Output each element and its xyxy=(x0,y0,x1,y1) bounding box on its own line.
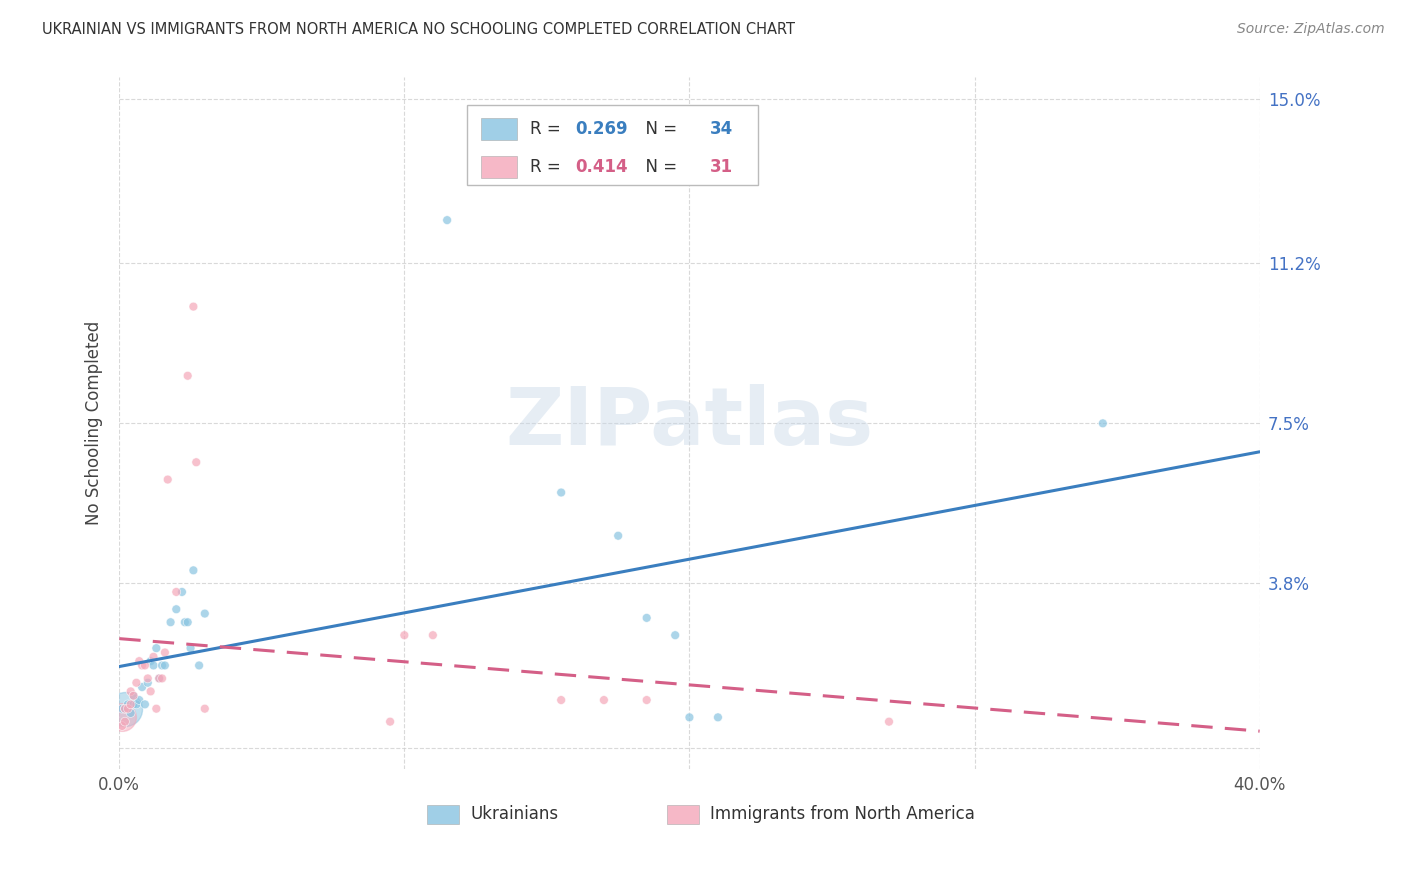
Point xyxy=(131,680,153,694)
Text: R =: R = xyxy=(530,158,565,176)
Point xyxy=(145,701,167,715)
Point xyxy=(877,714,900,729)
Text: 0.414: 0.414 xyxy=(575,158,628,176)
Point xyxy=(165,602,187,616)
Bar xyxy=(666,805,699,824)
Point xyxy=(128,654,150,668)
Text: UKRAINIAN VS IMMIGRANTS FROM NORTH AMERICA NO SCHOOLING COMPLETED CORRELATION CH: UKRAINIAN VS IMMIGRANTS FROM NORTH AMERI… xyxy=(42,22,796,37)
Point xyxy=(134,658,156,673)
Point xyxy=(120,684,142,698)
Point xyxy=(122,689,145,703)
Point xyxy=(173,615,195,630)
Point xyxy=(148,672,170,686)
Y-axis label: No Schooling Completed: No Schooling Completed xyxy=(86,321,103,525)
Point xyxy=(134,698,156,712)
Point xyxy=(664,628,686,642)
Point xyxy=(122,689,145,703)
Point xyxy=(636,611,658,625)
Point xyxy=(436,213,458,227)
Point xyxy=(153,645,176,659)
Point xyxy=(136,672,159,686)
Point xyxy=(550,485,572,500)
Bar xyxy=(467,105,758,185)
Point xyxy=(394,628,416,642)
Point xyxy=(117,701,139,715)
Text: Ukrainians: Ukrainians xyxy=(471,805,558,823)
Point xyxy=(150,672,173,686)
Point xyxy=(176,368,198,383)
Point xyxy=(136,675,159,690)
Point xyxy=(120,698,142,712)
Point xyxy=(183,300,205,314)
Point xyxy=(125,675,148,690)
Point xyxy=(153,658,176,673)
Point xyxy=(170,585,193,599)
Text: ZIPatlas: ZIPatlas xyxy=(505,384,873,462)
Text: 34: 34 xyxy=(710,120,733,138)
Point xyxy=(125,698,148,712)
Point xyxy=(707,710,730,724)
Point xyxy=(593,693,616,707)
Point xyxy=(131,658,153,673)
Text: N =: N = xyxy=(634,158,682,176)
Point xyxy=(194,701,217,715)
Point xyxy=(156,473,179,487)
Point xyxy=(180,641,202,656)
Point xyxy=(165,585,187,599)
Point xyxy=(176,615,198,630)
Point xyxy=(188,658,211,673)
Point xyxy=(607,529,630,543)
Bar xyxy=(481,156,517,178)
Point xyxy=(111,710,134,724)
Point xyxy=(114,701,136,715)
Point xyxy=(378,714,401,729)
Point xyxy=(183,563,205,577)
Text: R =: R = xyxy=(530,120,565,138)
Point xyxy=(114,701,136,715)
Text: Immigrants from North America: Immigrants from North America xyxy=(710,805,974,823)
Point xyxy=(111,701,134,715)
Point xyxy=(114,701,136,715)
Point xyxy=(142,649,165,664)
Point xyxy=(422,628,444,642)
Point xyxy=(678,710,700,724)
Point xyxy=(122,698,145,712)
Point xyxy=(150,658,173,673)
Text: 0.269: 0.269 xyxy=(575,120,628,138)
Point xyxy=(194,607,217,621)
Text: 31: 31 xyxy=(710,158,733,176)
Point xyxy=(148,672,170,686)
Point xyxy=(111,719,134,733)
Point xyxy=(120,706,142,720)
Text: Source: ZipAtlas.com: Source: ZipAtlas.com xyxy=(1237,22,1385,37)
Point xyxy=(1091,417,1114,431)
Point xyxy=(117,698,139,712)
Point xyxy=(159,615,181,630)
Point xyxy=(145,641,167,656)
Point xyxy=(142,658,165,673)
Point xyxy=(550,693,572,707)
Point xyxy=(186,455,208,469)
Point xyxy=(128,693,150,707)
Point xyxy=(139,684,162,698)
Point xyxy=(636,693,658,707)
Point xyxy=(139,654,162,668)
Bar xyxy=(427,805,460,824)
Text: N =: N = xyxy=(634,120,682,138)
Bar xyxy=(481,118,517,140)
Point xyxy=(114,714,136,729)
